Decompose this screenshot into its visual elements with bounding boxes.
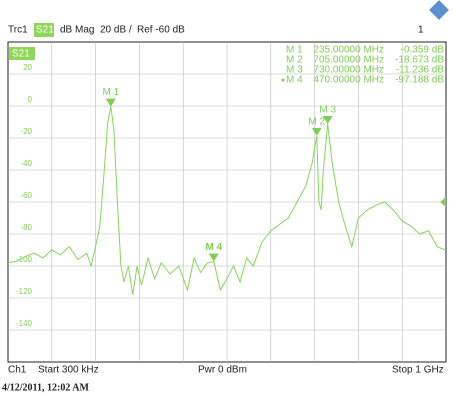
y-tick-label: 20 bbox=[23, 63, 32, 72]
marker-table-name: M 1 bbox=[286, 45, 303, 56]
marker bbox=[322, 115, 333, 124]
marker-table-x: 470.00000 MHz bbox=[313, 75, 384, 86]
marker bbox=[208, 253, 219, 262]
y-tick-label: 0 bbox=[28, 95, 33, 104]
y-tick-label: -20 bbox=[20, 127, 32, 136]
marker bbox=[105, 98, 116, 107]
param-box bbox=[34, 23, 54, 37]
footer-channel: Ch1 bbox=[8, 365, 27, 376]
marker-table-x: 730.00000 MHz bbox=[313, 65, 384, 76]
y-tick-label: -120 bbox=[16, 287, 33, 296]
y-tick-label: -80 bbox=[20, 223, 32, 232]
marker-table-value: -11.236 dB bbox=[396, 65, 445, 76]
marker-table-value: -97.188 dB bbox=[395, 75, 444, 86]
marker-table-name: M 2 bbox=[286, 55, 303, 66]
y-tick-label: -140 bbox=[16, 319, 33, 328]
active-dot bbox=[281, 78, 285, 82]
marker-label: M 1 bbox=[102, 87, 119, 98]
trace-name: Trc1 bbox=[8, 25, 28, 36]
marker-table-x: 705.00000 MHz bbox=[313, 55, 384, 66]
footer-stop: Stop 1 GHz bbox=[392, 365, 444, 376]
marker-label: M 3 bbox=[319, 105, 336, 116]
format: dB Mag bbox=[60, 25, 94, 36]
marker-table-value: -0.359 dB bbox=[401, 45, 445, 56]
reference: Ref -60 dB bbox=[137, 25, 185, 36]
trace-label: S21 bbox=[12, 49, 30, 60]
trace-label-box bbox=[9, 47, 35, 60]
y-tick-label: -40 bbox=[20, 159, 32, 168]
marker bbox=[311, 127, 322, 136]
marker-table-name: M 4 bbox=[286, 75, 303, 86]
param: S21 bbox=[36, 25, 54, 36]
y-tick-label: -100 bbox=[16, 255, 33, 264]
scale: 20 dB / bbox=[100, 25, 132, 36]
timestamp: 4/12/2011, 12:02 AM bbox=[2, 382, 90, 393]
marker-table-name: M 3 bbox=[286, 65, 303, 76]
marker-label: M 2 bbox=[308, 117, 325, 128]
reference-arrow bbox=[440, 197, 446, 207]
y-tick-label: -60 bbox=[20, 191, 32, 200]
logo-diamond bbox=[429, 0, 449, 20]
logo bbox=[429, 0, 449, 20]
channel-index: 1 bbox=[418, 25, 424, 36]
footer-start: Start 300 kHz bbox=[38, 365, 99, 376]
marker-table-x: 235.00000 MHz bbox=[313, 45, 384, 56]
marker-table-value: -18.673 dB bbox=[395, 55, 444, 66]
footer-power: Pwr 0 dBm bbox=[198, 365, 247, 376]
marker-label: M 4 bbox=[205, 242, 222, 253]
